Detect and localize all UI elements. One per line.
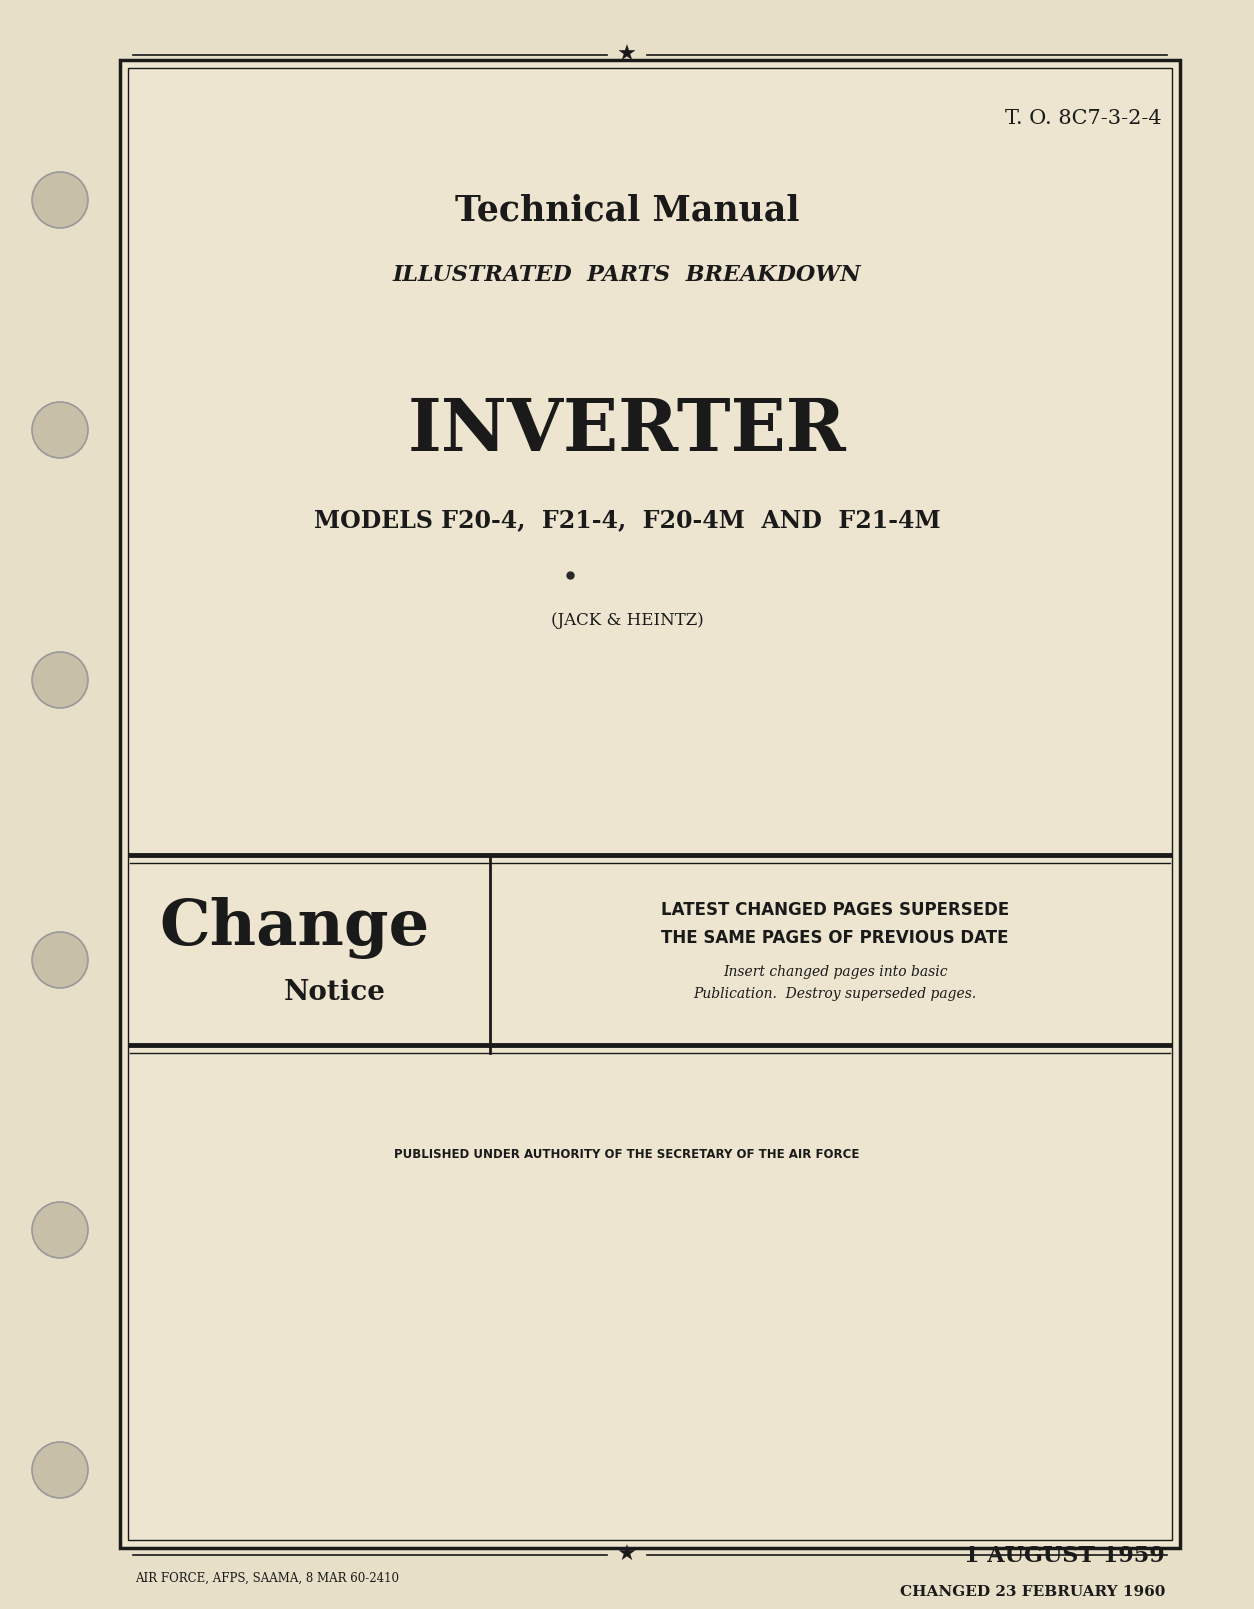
Circle shape (33, 402, 88, 459)
Text: INVERTER: INVERTER (408, 394, 846, 465)
Text: (JACK & HEINTZ): (JACK & HEINTZ) (551, 611, 703, 629)
Circle shape (33, 1442, 88, 1498)
Bar (128, 68, 1172, 1540)
Text: Insert changed pages into basic: Insert changed pages into basic (722, 965, 947, 978)
Circle shape (33, 932, 88, 988)
Text: Publication.  Destroy superseded pages.: Publication. Destroy superseded pages. (693, 986, 977, 1001)
Text: MODELS F20-4,  F21-4,  F20-4M  AND  F21-4M: MODELS F20-4, F21-4, F20-4M AND F21-4M (314, 508, 940, 533)
Text: ILLUSTRATED  PARTS  BREAKDOWN: ILLUSTRATED PARTS BREAKDOWN (393, 264, 861, 286)
Bar (120, 60, 1180, 1548)
Circle shape (33, 652, 88, 708)
Text: LATEST CHANGED PAGES SUPERSEDE: LATEST CHANGED PAGES SUPERSEDE (661, 901, 1009, 919)
Text: Technical Manual: Technical Manual (455, 193, 799, 227)
Text: ★: ★ (617, 45, 637, 64)
Text: Notice: Notice (283, 978, 386, 1006)
Circle shape (33, 1202, 88, 1258)
Text: T. O. 8C7-3-2-4: T. O. 8C7-3-2-4 (1006, 108, 1162, 127)
Text: AIR FORCE, AFPS, SAAMA, 8 MAR 60-2410: AIR FORCE, AFPS, SAAMA, 8 MAR 60-2410 (135, 1572, 399, 1585)
Text: 1 AUGUST 1959: 1 AUGUST 1959 (964, 1545, 1165, 1567)
Circle shape (33, 172, 88, 228)
Text: Change: Change (159, 896, 430, 959)
Text: ★: ★ (617, 1545, 637, 1566)
Text: PUBLISHED UNDER AUTHORITY OF THE SECRETARY OF THE AIR FORCE: PUBLISHED UNDER AUTHORITY OF THE SECRETA… (394, 1149, 860, 1162)
Text: CHANGED 23 FEBRUARY 1960: CHANGED 23 FEBRUARY 1960 (899, 1585, 1165, 1599)
Text: THE SAME PAGES OF PREVIOUS DATE: THE SAME PAGES OF PREVIOUS DATE (661, 928, 1008, 948)
